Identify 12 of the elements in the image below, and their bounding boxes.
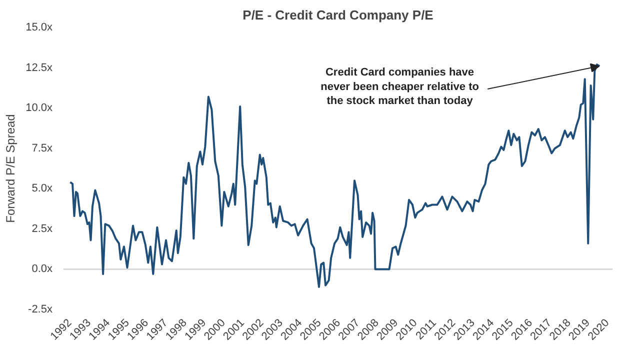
y-tick-label: 2.5x [32,222,53,235]
y-tick-label: -2.5x [28,304,53,316]
y-tick-label: 5.0x [32,182,53,195]
y-tick-label: 10.0x [26,102,53,114]
y-tick-label: 15.0x [26,22,53,34]
y-tick-label: 12.5x [26,62,53,74]
y-axis-title: Forward P/E Spread [4,114,18,223]
y-tick-label: 0.0x [32,263,53,276]
annotation: Credit Card companies have never been cheaper relative to the stock market than today [320,66,480,108]
chart-title: P/E - Credit Card Company P/E [242,8,434,22]
y-tick-label: 7.5x [32,142,53,154]
line-series [69,63,601,288]
